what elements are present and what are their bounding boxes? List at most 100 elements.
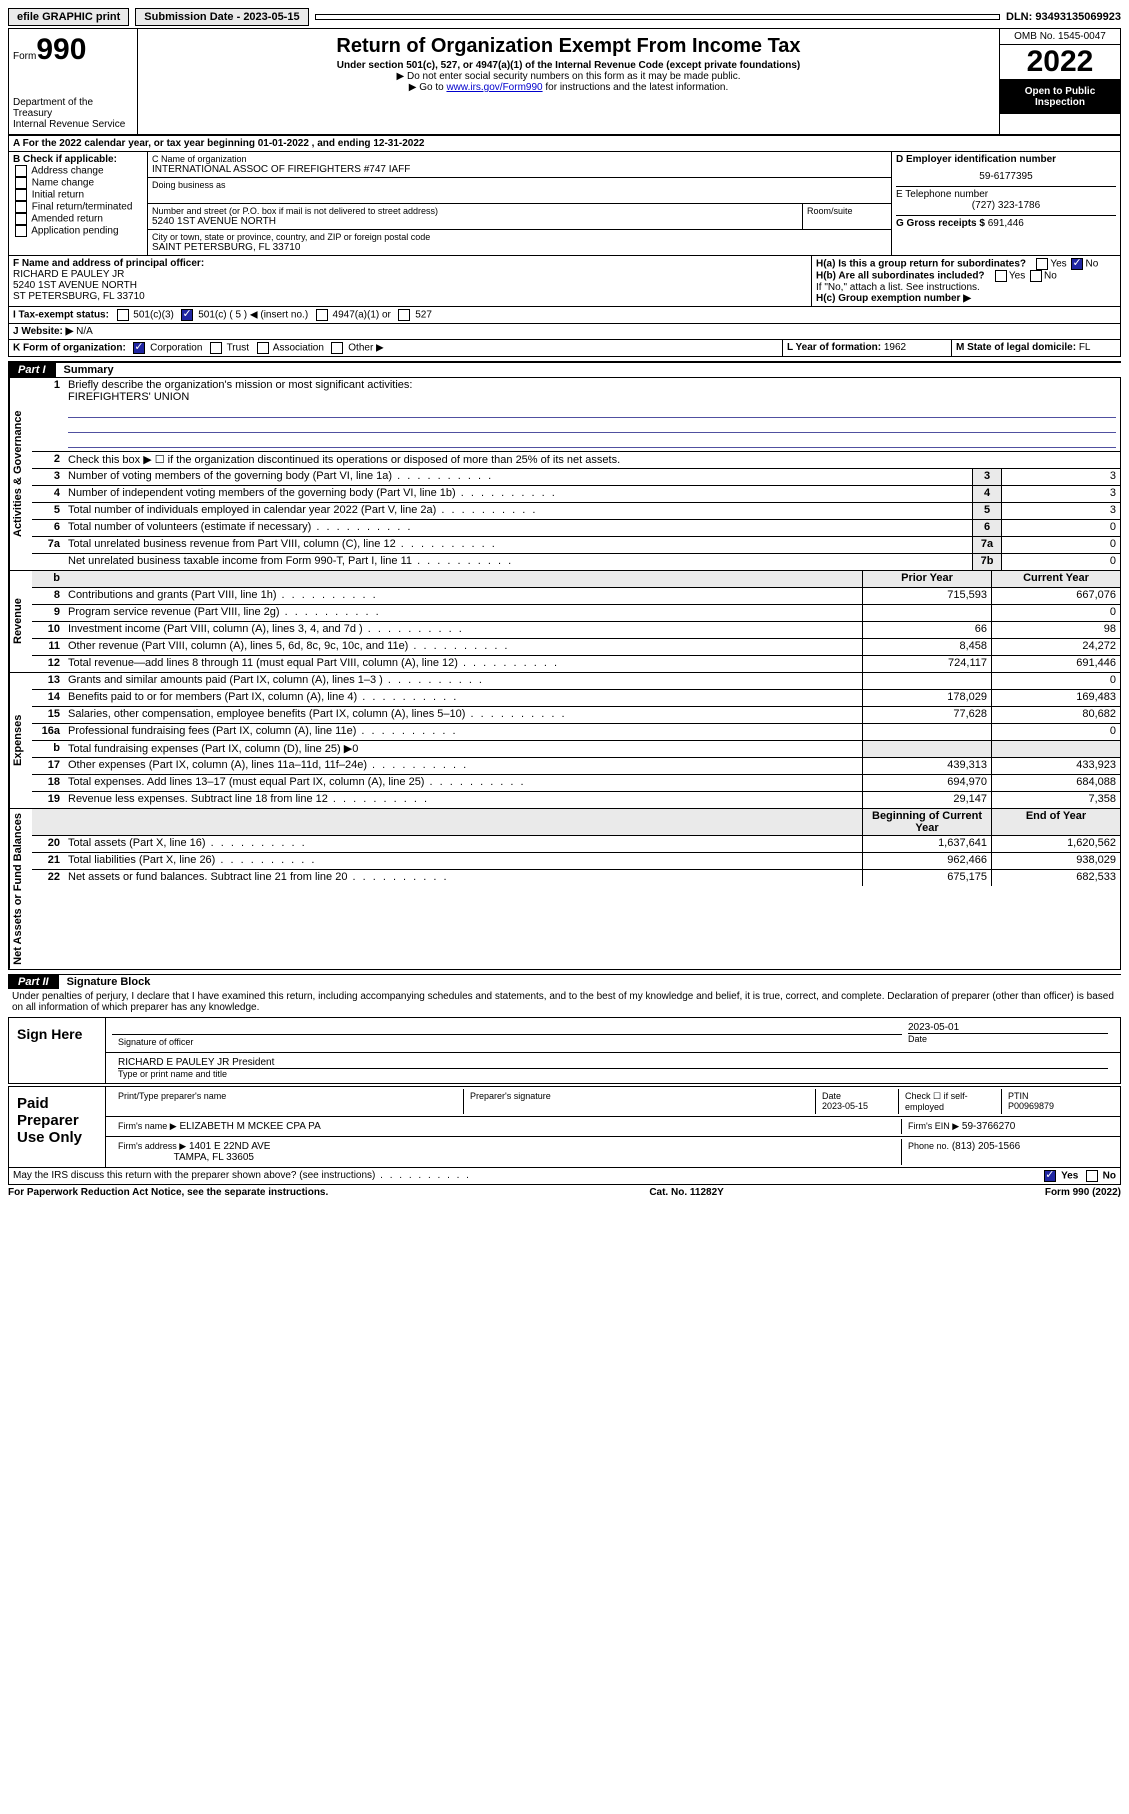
part2-label: Signature Block xyxy=(67,976,151,988)
c-dba: Doing business as xyxy=(148,178,891,204)
col-current: Current Year xyxy=(991,571,1120,587)
form-title: Return of Organization Exempt From Incom… xyxy=(142,35,995,58)
col-begin: Beginning of Current Year xyxy=(862,809,991,835)
side-revenue: Revenue xyxy=(9,571,32,672)
g-label: G Gross receipts $ xyxy=(896,218,985,229)
header-center: Return of Organization Exempt From Incom… xyxy=(138,29,999,134)
exp-row: 18Total expenses. Add lines 13–17 (must … xyxy=(32,774,1120,791)
section-expenses: Expenses 13Grants and similar amounts pa… xyxy=(8,673,1121,809)
f-street: 5240 1ST AVENUE NORTH xyxy=(13,280,137,291)
q1-text: Briefly describe the organization's miss… xyxy=(68,379,412,391)
c-street: Number and street (or P.O. box if mail i… xyxy=(148,204,803,229)
street-label: Number and street (or P.O. box if mail i… xyxy=(152,206,798,216)
side-netassets: Net Assets or Fund Balances xyxy=(9,809,32,969)
ptin-val: P00969879 xyxy=(1008,1101,1108,1111)
gov-row: 6Total number of volunteers (estimate if… xyxy=(32,519,1120,536)
c-city: City or town, state or province, country… xyxy=(148,230,891,255)
hb-yes: Yes xyxy=(1009,271,1025,282)
q1-desc: Briefly describe the organization's miss… xyxy=(64,378,1120,451)
col-d: D Employer identification number 59-6177… xyxy=(891,152,1120,255)
dba-label: Doing business as xyxy=(152,180,887,190)
net-row: 20Total assets (Part X, line 16)1,637,64… xyxy=(32,835,1120,852)
line-fh: F Name and address of principal officer:… xyxy=(9,255,1120,306)
discuss-yes[interactable]: Yes xyxy=(1042,1170,1078,1182)
type-label: Type or print name and title xyxy=(118,1068,1108,1079)
chk-final[interactable]: Final return/terminated xyxy=(13,201,143,213)
opt-addr: Address change xyxy=(31,166,103,177)
chk-pending[interactable]: Application pending xyxy=(13,225,143,237)
chk-name[interactable]: Name change xyxy=(13,177,143,189)
form-prefix: Form xyxy=(13,51,36,62)
line-a: A For the 2022 calendar year, or tax yea… xyxy=(9,136,1120,152)
k-trust: Trust xyxy=(227,343,249,354)
i-a1: 4947(a)(1) or xyxy=(333,310,391,321)
paid-date: Date 2023-05-15 xyxy=(816,1089,899,1114)
l-year: L Year of formation: 1962 xyxy=(782,340,951,356)
net-row: 21Total liabilities (Part X, line 26)962… xyxy=(32,852,1120,869)
tax-year: 2022 xyxy=(1000,45,1120,80)
block-bcd: B Check if applicable: Address change Na… xyxy=(9,152,1120,255)
firm-phone: Phone no. (813) 205-1566 xyxy=(902,1139,1114,1165)
section-revenue: Revenue b Prior Year Current Year 8Contr… xyxy=(8,571,1121,673)
ha-yes: Yes xyxy=(1050,259,1066,270)
line-j: J Website: ▶ N/A xyxy=(9,323,1120,339)
sign-here-label: Sign Here xyxy=(9,1018,106,1083)
net-header: Beginning of Current Year End of Year xyxy=(32,809,1120,835)
form-number: Form990 xyxy=(13,33,133,67)
sig-name-row: RICHARD E PAULEY JR President Type or pr… xyxy=(106,1053,1120,1083)
discuss-yes-label: Yes xyxy=(1061,1170,1078,1181)
f-label: F Name and address of principal officer: xyxy=(13,258,204,269)
paid-row1: Print/Type preparer's name Preparer's si… xyxy=(106,1087,1120,1117)
ptin-label: PTIN xyxy=(1008,1091,1108,1101)
i-c: 501(c) ( 5 ) ◀ (insert no.) xyxy=(198,310,308,321)
firm-ein-label: Firm's EIN ▶ xyxy=(908,1121,959,1131)
top-bar: efile GRAPHIC print Submission Date - 20… xyxy=(8,8,1121,26)
irs-label: Internal Revenue Service xyxy=(13,119,133,130)
submission-date: Submission Date - 2023-05-15 xyxy=(135,8,308,26)
opt-pend: Application pending xyxy=(31,226,118,237)
exp-row: 16aProfessional fundraising fees (Part I… xyxy=(32,723,1120,740)
g-receipts: G Gross receipts $ 691,446 xyxy=(896,215,1116,229)
rev-row: 9Program service revenue (Part VIII, lin… xyxy=(32,604,1120,621)
f-name: RICHARD E PAULEY JR xyxy=(13,269,124,280)
net-row: 22Net assets or fund balances. Subtract … xyxy=(32,869,1120,886)
info-grid: A For the 2022 calendar year, or tax yea… xyxy=(8,136,1121,357)
c-name-label: C Name of organization xyxy=(152,154,887,164)
part2-header: Part II xyxy=(8,975,59,989)
col-b: B Check if applicable: Address change Na… xyxy=(9,152,148,255)
gov-row: 7aTotal unrelated business revenue from … xyxy=(32,536,1120,553)
paid-check: Check ☐ if self-employed xyxy=(899,1089,1002,1114)
city-label: City or town, state or province, country… xyxy=(152,232,887,242)
discuss-no[interactable]: No xyxy=(1084,1170,1116,1182)
opt-init: Initial return xyxy=(32,190,84,201)
part1-label: Summary xyxy=(64,364,114,376)
paid-col3: Date xyxy=(822,1091,892,1101)
section-netassets: Net Assets or Fund Balances Beginning of… xyxy=(8,809,1121,970)
dept-treasury: Department of the Treasury xyxy=(13,97,133,119)
l-label: L Year of formation: xyxy=(787,342,881,353)
chk-address[interactable]: Address change xyxy=(13,165,143,177)
rev-row: 11Other revenue (Part VIII, column (A), … xyxy=(32,638,1120,655)
c-name: C Name of organization INTERNATIONAL ASS… xyxy=(148,152,891,178)
j-label: J Website: ▶ xyxy=(13,326,73,337)
opt-final: Final return/terminated xyxy=(32,202,133,213)
exp-body: 13Grants and similar amounts paid (Part … xyxy=(32,673,1120,808)
firm-addr1: 1401 E 22ND AVE xyxy=(189,1141,271,1152)
chk-initial[interactable]: Initial return xyxy=(13,189,143,201)
exp-row: 19Revenue less expenses. Subtract line 1… xyxy=(32,791,1120,808)
exp-row: 13Grants and similar amounts paid (Part … xyxy=(32,673,1120,689)
m-label: M State of legal domicile: xyxy=(956,342,1076,353)
h-a: H(a) Is this a group return for subordin… xyxy=(816,258,1116,270)
paid-row3: Firm's address ▶ 1401 E 22ND AVE TAMPA, … xyxy=(106,1137,1120,1167)
chk-amended[interactable]: Amended return xyxy=(13,213,143,225)
g-val: 691,446 xyxy=(988,218,1024,229)
k-corp: Corporation xyxy=(150,343,202,354)
firm-ein-val: 59-3766270 xyxy=(962,1121,1015,1132)
sig-name: RICHARD E PAULEY JR President Type or pr… xyxy=(112,1055,1114,1081)
col-prior: Prior Year xyxy=(862,571,991,587)
firm-addr: Firm's address ▶ 1401 E 22ND AVE TAMPA, … xyxy=(112,1139,902,1165)
rev-row: 8Contributions and grants (Part VIII, li… xyxy=(32,587,1120,604)
form990-link[interactable]: www.irs.gov/Form990 xyxy=(446,82,542,93)
i-527: 527 xyxy=(415,310,432,321)
street-val: 5240 1ST AVENUE NORTH xyxy=(152,216,798,227)
